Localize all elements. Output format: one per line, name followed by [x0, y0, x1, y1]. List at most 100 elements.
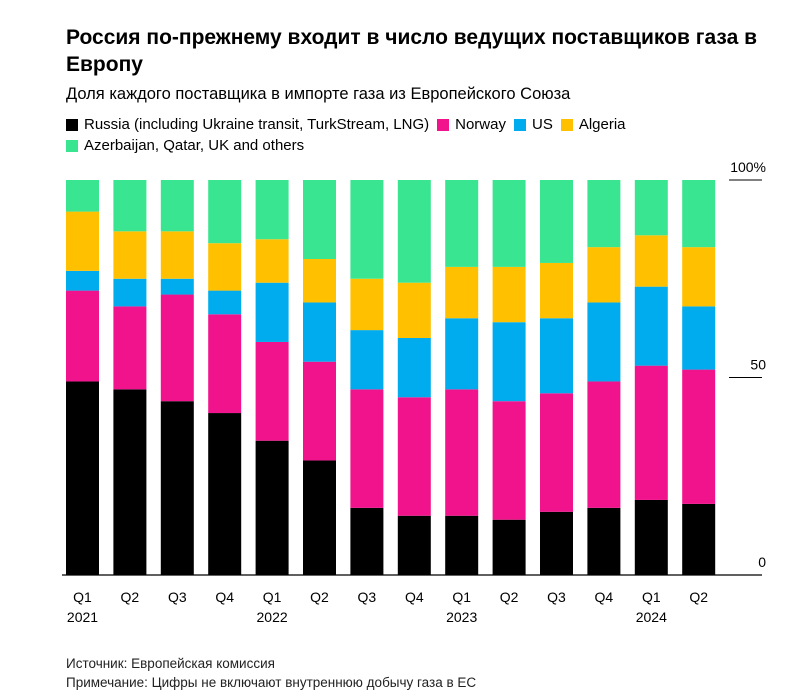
bar-segment-russia	[160, 401, 194, 575]
bar-segment-algeria	[397, 282, 431, 338]
bar-segment-norway	[540, 393, 573, 512]
bar-segment-us	[682, 306, 716, 370]
bar-segment-algeria	[540, 262, 573, 319]
bar-segment-algeria	[682, 247, 716, 307]
bar-segment-norway	[208, 314, 242, 414]
bar-segment-russia	[303, 460, 336, 575]
bar-segment-russia	[587, 507, 621, 575]
bar-segment-norway	[682, 369, 716, 504]
bar-segment-us	[540, 318, 573, 394]
chart-subtitle: Доля каждого поставщика в импорте газа и…	[66, 85, 571, 103]
legend-swatch-others	[66, 139, 78, 152]
bar-segment-us	[66, 270, 99, 291]
x-tick-label: Q1	[642, 589, 661, 605]
bar-segment-norway	[634, 365, 668, 500]
bar-segment-russia	[66, 381, 99, 575]
bar-segment-others	[445, 180, 479, 267]
legend-item-norway: Norway	[437, 114, 506, 135]
bar-segment-others	[303, 180, 336, 259]
source-note: Источник: Европейская комиссия	[66, 656, 275, 671]
bar-segment-norway	[160, 294, 194, 402]
bar-segment-algeria	[492, 266, 526, 323]
x-tick-label: Q3	[358, 589, 377, 605]
x-year-label: 2022	[257, 609, 288, 625]
x-tick-label: Q3	[168, 589, 187, 605]
bar-segment-algeria	[255, 239, 289, 283]
bar-segment-norway	[445, 389, 479, 516]
x-tick-label: Q4	[215, 589, 234, 605]
bar-segment-others	[66, 180, 99, 212]
bar-segment-others	[682, 180, 716, 248]
x-tick-label: Q1	[263, 589, 282, 605]
bar-segment-algeria	[208, 243, 242, 291]
y-tick-label: 50	[750, 357, 766, 373]
bar-segment-others	[634, 180, 668, 236]
bar-segment-norway	[492, 401, 526, 520]
legend-swatch-russia	[66, 118, 78, 131]
x-tick-label: Q4	[405, 589, 424, 605]
bar-segment-algeria	[445, 266, 479, 319]
bar-segment-algeria	[113, 231, 147, 279]
legend-swatch-us	[513, 118, 526, 131]
bar-segment-algeria	[66, 211, 99, 271]
x-tick-label: Q4	[595, 589, 614, 605]
bar-segment-others	[540, 180, 573, 263]
x-year-label: 2024	[636, 609, 667, 625]
bar-segment-us	[634, 286, 668, 366]
footnote: Примечание: Цифры не включают внутреннюю…	[66, 675, 477, 690]
bar-segment-others	[255, 180, 289, 240]
bar-segment-russia	[634, 499, 668, 575]
bar-segment-others	[113, 180, 147, 232]
bar-segment-russia	[208, 413, 242, 575]
x-tick-label: Q2	[689, 589, 708, 605]
legend-label-norway: Norway	[455, 116, 506, 133]
x-year-label: 2021	[67, 609, 98, 625]
legend-swatch-norway	[437, 118, 450, 131]
bar-segment-us	[160, 278, 194, 295]
legend-row: Azerbaijan, Qatar, UK and others	[66, 135, 746, 156]
y-tick-label: 0	[758, 554, 766, 570]
x-tick-label: Q2	[500, 589, 519, 605]
bar-segment-us	[113, 278, 147, 307]
chart-footer: Источник: Европейская комиссия Примечани…	[66, 654, 476, 692]
bar-segment-russia	[540, 511, 573, 575]
bar-segment-algeria	[350, 278, 384, 331]
legend-label-us: US	[531, 116, 553, 133]
legend-swatch-algeria	[560, 118, 573, 131]
legend-item-others: Azerbaijan, Qatar, UK and others	[66, 135, 304, 156]
stacked-bar-chart: 0 50 100% Q1 Q2 Q3 Q4 Q1 Q2 Q3 Q4 Q1 Q2 Q3 Q4 Q1 Q2 2021 2…	[62, 159, 766, 625]
x-year-label: 2023	[446, 609, 477, 625]
bar-segment-others	[160, 180, 194, 232]
bar-segment-others	[492, 180, 526, 267]
bar-segment-us	[350, 330, 384, 390]
bar-segment-norway	[397, 397, 431, 516]
chart-title: Россия по-прежнему входит в число ведущи…	[66, 26, 757, 76]
bar-segment-russia	[350, 507, 384, 575]
bar-segment-us	[445, 318, 479, 390]
chart-legend: Russia (including Ukraine transit, TurkS…	[66, 114, 746, 156]
x-tick-label: Q1	[73, 589, 92, 605]
bar-segment-norway	[350, 389, 384, 508]
legend-label-others: Azerbaijan, Qatar, UK and others	[84, 137, 305, 154]
bar-segment-us	[397, 338, 431, 398]
x-tick-label: Q2	[121, 589, 140, 605]
bar-segment-us	[303, 302, 336, 362]
legend-row: Russia (including Ukraine transit, TurkS…	[66, 114, 746, 135]
bar-segment-algeria	[634, 235, 668, 287]
bar-segment-russia	[255, 440, 289, 575]
x-tick-label: Q1	[452, 589, 471, 605]
bar-segment-algeria	[587, 247, 621, 303]
bar-segment-us	[492, 322, 526, 402]
bar-segment-russia	[397, 515, 431, 575]
y-tick-label: 100%	[730, 159, 766, 175]
bar-segment-norway	[303, 361, 336, 461]
bar-segment-norway	[66, 290, 99, 382]
bar-segment-algeria	[303, 259, 336, 303]
legend-label-russia: Russia (including Ukraine transit, TurkS…	[84, 116, 430, 133]
bar-segment-others	[587, 180, 621, 248]
bar-segment-algeria	[160, 231, 194, 279]
legend-label-algeria: Algeria	[578, 116, 626, 133]
bar-segment-norway	[255, 341, 289, 441]
bar-segment-others	[208, 180, 242, 244]
bar-segment-russia	[492, 519, 526, 575]
